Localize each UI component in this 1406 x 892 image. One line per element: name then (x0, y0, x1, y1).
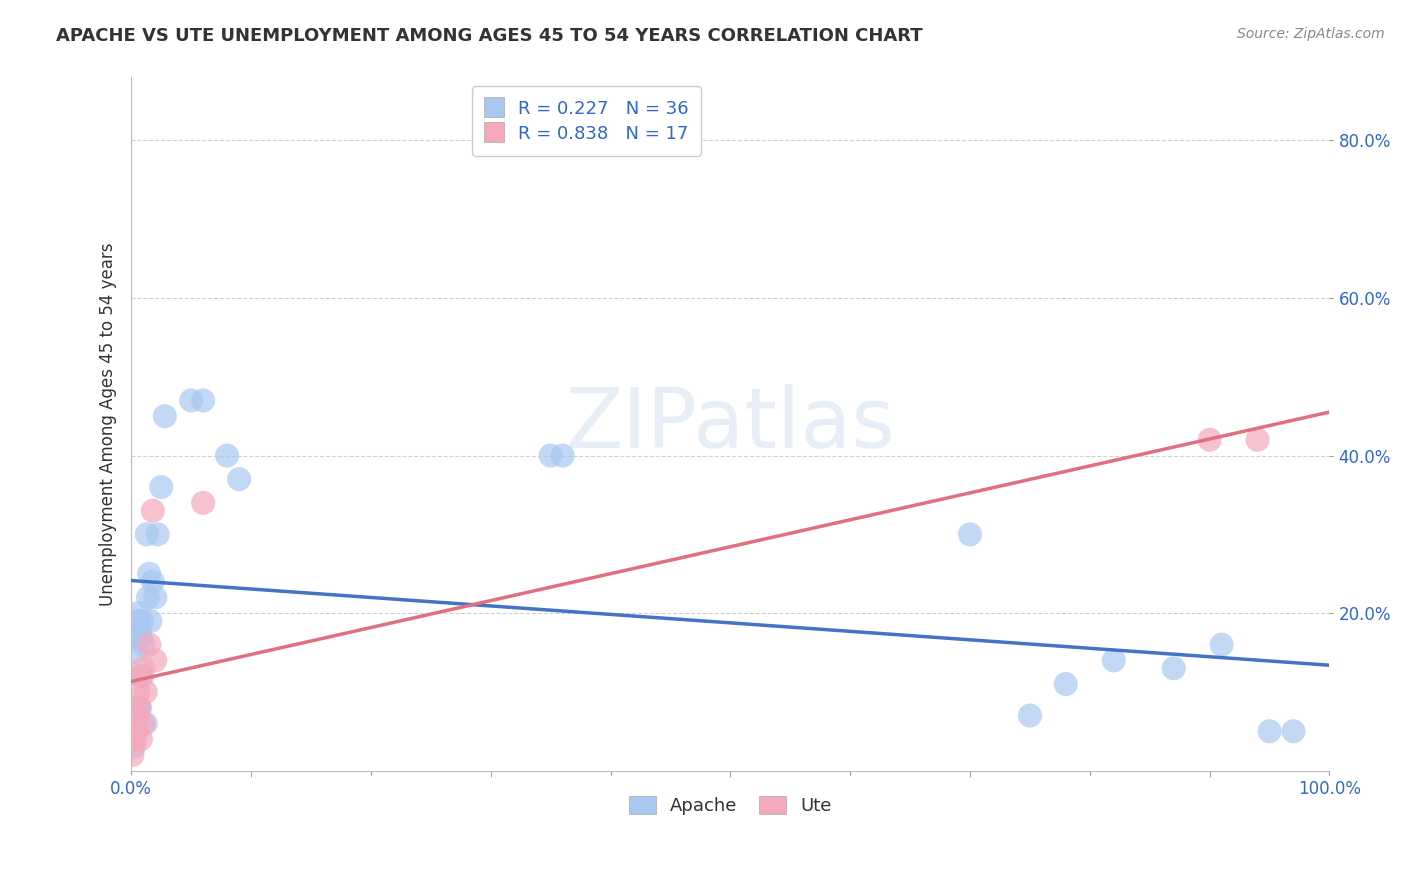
Text: Source: ZipAtlas.com: Source: ZipAtlas.com (1237, 27, 1385, 41)
Point (128, 700, 150, 714)
Point (127, 606, 149, 620)
Point (1163, 661, 1185, 675)
Point (129, 732, 152, 747)
Point (217, 449, 239, 463)
Point (127, 685, 149, 699)
Point (129, 669, 152, 683)
Point (146, 527, 169, 541)
Point (551, 449, 574, 463)
Point (124, 646, 146, 660)
Point (1198, 433, 1220, 447)
Point (191, 393, 214, 408)
Point (132, 638, 155, 652)
Point (1102, 653, 1125, 667)
Point (150, 480, 173, 494)
Point (121, 747, 143, 762)
Point (142, 504, 165, 518)
Point (139, 614, 162, 628)
Point (1282, 724, 1305, 739)
Point (127, 700, 149, 714)
Point (125, 630, 148, 644)
Point (143, 591, 166, 605)
Point (132, 716, 155, 731)
Point (138, 638, 160, 652)
Point (143, 653, 166, 667)
Point (138, 566, 160, 581)
Point (128, 622, 150, 636)
Point (1246, 433, 1268, 447)
Point (136, 591, 159, 605)
Point (122, 740, 145, 755)
Point (1054, 677, 1077, 691)
Point (124, 732, 146, 747)
Y-axis label: Unemployment Among Ages 45 to 54 years: Unemployment Among Ages 45 to 54 years (100, 243, 117, 606)
Point (959, 527, 981, 541)
Point (180, 393, 202, 408)
Point (142, 574, 165, 589)
Point (153, 409, 176, 424)
Point (1019, 708, 1042, 723)
Point (127, 708, 149, 723)
Point (191, 496, 214, 510)
Point (131, 614, 153, 628)
Point (127, 614, 149, 628)
Point (1211, 638, 1233, 652)
Point (132, 661, 155, 675)
Text: APACHE VS UTE UNEMPLOYMENT AMONG AGES 45 TO 54 YEARS CORRELATION CHART: APACHE VS UTE UNEMPLOYMENT AMONG AGES 45… (56, 27, 922, 45)
Point (540, 449, 562, 463)
Point (128, 700, 150, 714)
Text: ZIPatlas: ZIPatlas (565, 384, 896, 465)
Legend: Apache, Ute: Apache, Ute (620, 787, 841, 824)
Point (129, 630, 152, 644)
Point (131, 669, 153, 683)
Point (135, 685, 157, 699)
Point (135, 527, 157, 541)
Point (228, 472, 250, 486)
Point (125, 724, 148, 739)
Point (135, 716, 157, 731)
Point (1258, 724, 1281, 739)
